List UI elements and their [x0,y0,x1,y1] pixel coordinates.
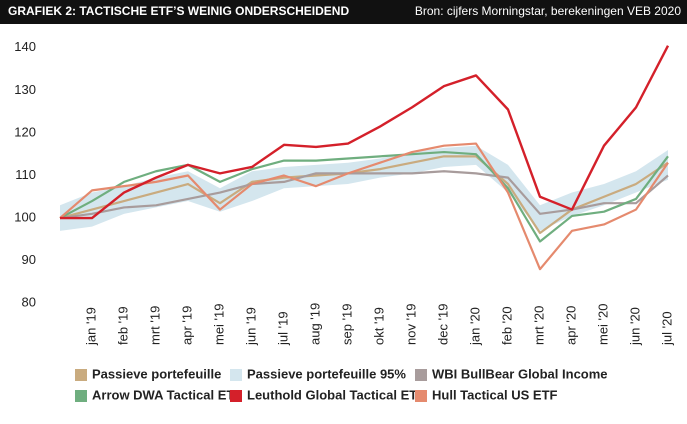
x-tick-label: mei '19 [211,303,226,345]
x-tick-label: mrt '20 [531,306,546,345]
x-tick-label: mei '20 [595,303,610,345]
legend-swatch [415,390,427,402]
header-bar [0,0,687,24]
source: Bron: cijfers Morningstar, berekeningen … [415,4,681,18]
y-tick-label: 80 [22,295,36,310]
x-tick-label: sep '19 [339,303,354,345]
x-tick-label: jun '20 [627,307,642,346]
x-tick-label: jul '19 [275,311,290,346]
series-line [59,170,669,220]
series-line [60,45,670,220]
x-tick-label: jan '20 [467,307,482,346]
y-tick-label: 120 [14,124,36,139]
legend-label: Hull Tactical US ETF [432,387,558,402]
y-tick-label: 90 [22,252,36,267]
series-line [59,142,669,271]
y-tick-label: 130 [14,82,36,97]
y-tick-label: 140 [14,39,36,54]
x-tick-label: dec '19 [435,303,450,345]
x-tick-label: feb '19 [115,306,130,345]
series-line [59,150,669,243]
x-tick-label: feb '20 [499,306,514,345]
legend-label: Leuthold Global Tactical ETF [247,387,425,402]
y-tick-label: 110 [15,167,36,182]
x-tick-label: apr '19 [179,306,194,345]
x-tick-label: jan '19 [83,307,98,346]
legend-swatch [75,390,87,402]
x-tick-label: jun '19 [243,307,258,346]
confidence-band [60,145,668,231]
x-tick-label: mrt '19 [147,306,162,345]
legend-label: Passieve portefeuille 95% [247,366,406,381]
legend-swatch [230,390,242,402]
y-tick-label: 100 [14,210,36,225]
legend-label: Arrow DWA Tactical ETF [92,387,242,402]
x-tick-label: jul '20 [659,311,674,346]
legend-label: Passieve portefeuille [92,366,221,381]
x-tick-label: aug '19 [307,303,322,345]
legend-swatch [75,369,87,381]
series-line [59,155,669,235]
chart-title: GRAFIEK 2: TACTISCHE ETF’S WEINIG ONDERS… [8,4,349,18]
x-tick-label: apr '20 [563,306,578,345]
legend-swatch [415,369,427,381]
legend-swatch [230,369,242,381]
legend-label: WBI BullBear Global Income [432,366,608,381]
x-tick-label: okt '19 [371,307,386,345]
x-tick-label: nov '19 [403,303,418,345]
